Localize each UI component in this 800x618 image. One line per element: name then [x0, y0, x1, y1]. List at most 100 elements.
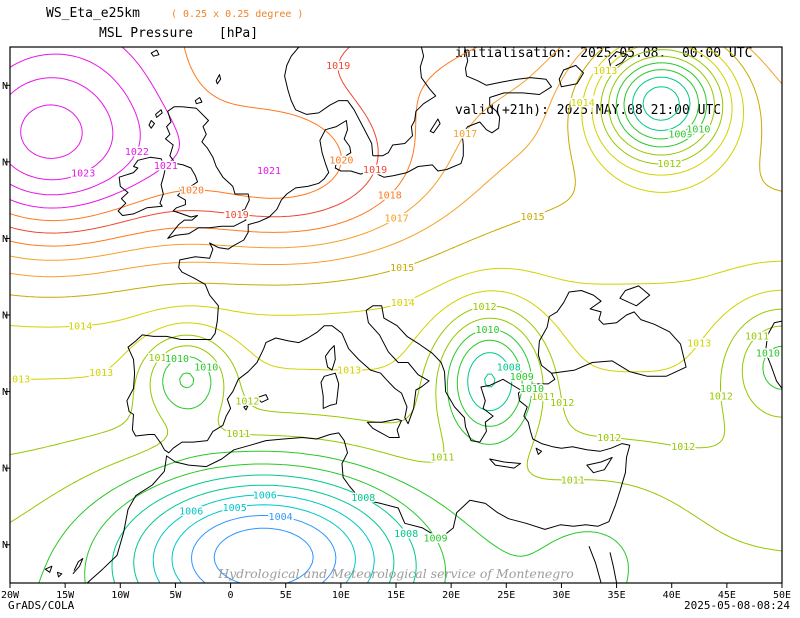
contour-label: 1013: [337, 366, 361, 377]
contour-label: 1010: [194, 363, 218, 374]
coastline-caspian-shore: [765, 320, 782, 389]
y-tick-label: N: [2, 81, 8, 92]
contour-label: 1014: [391, 298, 415, 309]
resolution-note: ( 0.25 x 0.25 degree ): [171, 9, 304, 20]
contour-label: 1022: [125, 147, 149, 158]
creation-timestamp: 2025-05-08-08:24: [684, 599, 790, 612]
x-tick-label: 30E: [552, 590, 570, 601]
contour-label: 1008: [394, 529, 418, 540]
coastline-sweden-coast: [372, 47, 437, 157]
contour-label: 1010: [475, 325, 499, 336]
x-tick-label: 40E: [663, 590, 681, 601]
contour-label: 1011: [226, 429, 250, 440]
x-tick-label: 35E: [608, 590, 626, 601]
contour-label: 1012: [597, 433, 621, 444]
coastline-africa-levant-turkey: [86, 372, 631, 583]
x-tick-label: 25E: [497, 590, 515, 601]
contours-layer: [10, 47, 782, 583]
coastline-gulf-of-aqaba: [609, 552, 618, 583]
contour-label: 1018: [378, 191, 402, 202]
field-title-row: MSL Pressure [hPa]: [99, 26, 258, 41]
coastline-gotland: [429, 118, 441, 134]
coastline-rhodes: [535, 447, 543, 455]
coastline-azov-sea: [619, 285, 651, 307]
field-units: [hPa]: [218, 26, 259, 41]
contour-label: 1021: [154, 161, 178, 172]
contour-label: 1010: [520, 384, 544, 395]
contour-label: 1009: [423, 534, 447, 545]
valid-line: valid(+21h): 2025.MAY.08 21:00 UTC: [455, 103, 722, 118]
contour-label: 1019: [326, 61, 350, 72]
x-tick-label: 10W: [111, 590, 130, 601]
watermark-text: Hydrological and Meteorological service …: [217, 566, 574, 581]
coastline-crete: [489, 458, 522, 469]
y-tick-label: N: [2, 387, 8, 398]
coastline-lewis: [155, 109, 163, 118]
x-tick-label: 45E: [718, 590, 736, 601]
contour-label: 1012: [671, 442, 695, 453]
contour-label: 1006: [253, 490, 277, 501]
x-tick-label: 0: [228, 590, 234, 601]
contour-label: 1015: [390, 263, 414, 274]
contour-label: 1011: [561, 475, 585, 486]
contour-label: 1010: [165, 354, 189, 365]
coastline-corsica: [324, 345, 336, 371]
contour-label: 1019: [225, 210, 249, 221]
contour-label: 1010: [756, 349, 780, 360]
coastlines-layer: [44, 47, 782, 583]
contour-label: 1020: [329, 156, 353, 167]
contour-label: 1005: [223, 503, 247, 514]
contour-label: 1011: [148, 353, 172, 364]
contour-label: 1013: [687, 339, 711, 350]
map-frame: [9, 46, 783, 584]
y-tick-label: N: [2, 540, 8, 551]
coastline-outer-hebrides: [148, 120, 155, 129]
grads-credit: GrADS/COLA: [8, 599, 75, 612]
contour-label: 1006: [179, 507, 203, 518]
contour-label: 1011: [745, 332, 769, 343]
y-tick-label: N: [2, 157, 8, 168]
x-tick-label: 20E: [442, 590, 460, 601]
contour-label: 1019: [363, 165, 387, 176]
y-tick-label: N: [2, 311, 8, 322]
coastline-gran-canaria: [56, 571, 63, 578]
contour-labels-layer: 1019101710211015101310141012100910101023…: [6, 60, 781, 547]
y-tick-label: N: [2, 234, 8, 245]
contour-label: 1015: [521, 212, 545, 223]
x-tick-label: 5W: [169, 590, 182, 601]
contour-label: 1012: [472, 302, 496, 313]
contour-label: 1012: [709, 391, 733, 402]
x-tick-label: 20W: [1, 590, 20, 601]
contour-label: 1004: [269, 512, 293, 523]
coastline-faroe-islands: [150, 49, 160, 57]
coastline-mallorca: [256, 394, 269, 403]
coastline-ibiza: [243, 404, 249, 411]
contour-label: 1012: [235, 397, 259, 408]
coastline-orkney: [194, 97, 203, 105]
axis-layer: 20W 15W 10W 5W 0 5E 10E 15E 20E 25E 30E 35E 40E 45E 50…: [1, 81, 791, 601]
coastline-lake-ladoga: [558, 64, 584, 88]
contour-label: 1011: [430, 452, 454, 463]
contour-label: 1013: [6, 375, 30, 386]
init-line: initialisation: 2025.05.08. 00:00 UTC: [455, 46, 753, 61]
contour-label: 1011: [531, 392, 555, 403]
coastline-tenerife: [44, 565, 53, 573]
coastline-lake-onega: [608, 51, 629, 69]
contour-label: 1023: [71, 168, 95, 179]
contour-label: 1012: [550, 398, 574, 409]
y-tick-label: N: [2, 464, 8, 475]
coastline-cyprus: [586, 456, 613, 474]
x-tick-label: 10E: [332, 590, 350, 601]
contour-label: 1014: [68, 321, 92, 332]
x-tick-label: 15E: [387, 590, 405, 601]
coastline-great-britain: [165, 106, 250, 239]
run-info: initialisation: 2025.05.08. 00:00 UTC va…: [455, 6, 752, 158]
contour-label: 1017: [385, 214, 409, 225]
contour-label: 1013: [593, 66, 617, 77]
coastline-norway-coast: [284, 47, 374, 156]
coastline-lanzarote-fuerteventura: [72, 558, 84, 575]
coastline-black-sea: [537, 290, 687, 377]
contour-label: 1009: [510, 372, 534, 383]
